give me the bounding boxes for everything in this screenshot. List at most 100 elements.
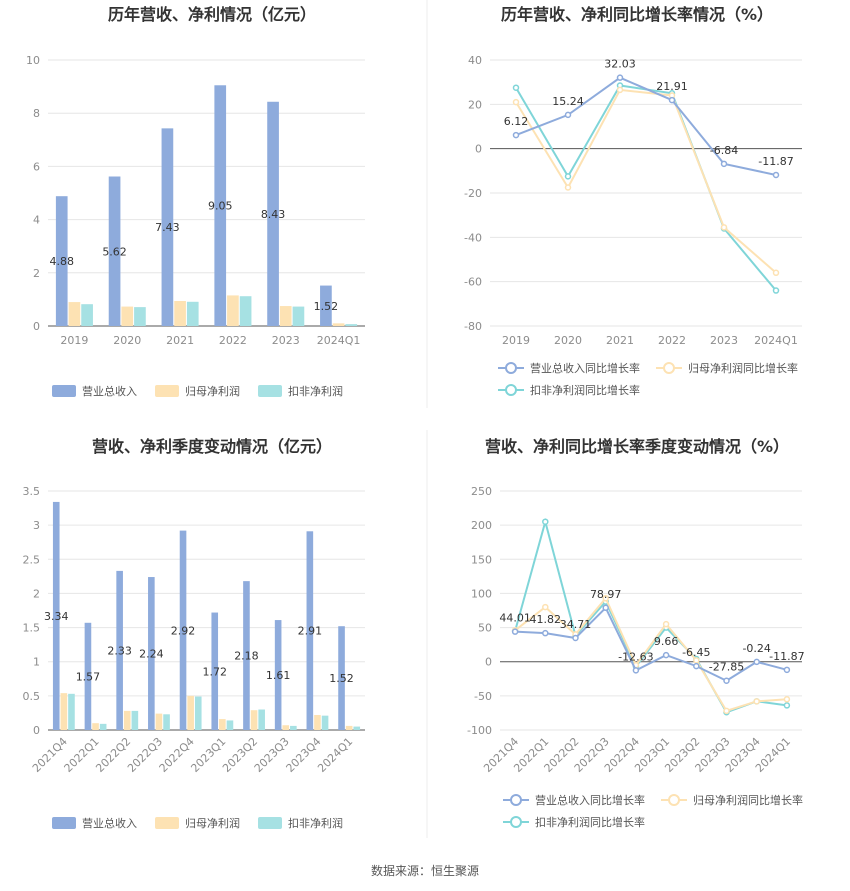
bar-data-label: 4.88 — [49, 255, 74, 268]
series-point — [542, 518, 549, 525]
series-line — [515, 84, 777, 292]
bar — [155, 713, 163, 730]
x-tick-label: 2020 — [113, 334, 141, 347]
quarterly-growth-rate-chart: 营收、净利同比增长率季度变动情况（%） -100 -50 0 50 100 150 200 25… — [467, 437, 805, 829]
series-point — [662, 620, 670, 628]
y-tick-label: 250 — [471, 485, 492, 498]
y-tick-label: 6 — [33, 160, 40, 173]
x-tick-label: 2020 — [554, 334, 582, 347]
y-tick-label: 2 — [33, 267, 40, 280]
bar-data-label: 2.24 — [139, 648, 164, 661]
series-point — [668, 96, 676, 104]
bar — [353, 726, 361, 730]
bar — [292, 306, 305, 326]
bar — [60, 693, 68, 730]
series-point — [720, 224, 728, 231]
bar — [84, 622, 92, 730]
legend-label: 归母净利润同比增长率 — [693, 793, 803, 807]
series-point — [783, 666, 791, 674]
line-data-label: 9.66 — [654, 635, 679, 648]
legend-label: 归母净利润 — [185, 816, 240, 830]
data-source-note: 数据来源：恒生聚源 — [371, 863, 479, 878]
legend-item: 营业总收入 — [52, 384, 137, 398]
legend-marker — [510, 794, 522, 806]
bar — [55, 196, 68, 326]
y-tick-label: 0 — [33, 320, 40, 333]
legend: 营业总收入 归母净利润 扣非净利润 — [52, 384, 343, 398]
bar — [227, 295, 239, 326]
line-data-label: 6.12 — [504, 115, 529, 128]
bar-data-label: 2.18 — [234, 650, 259, 663]
x-tick-label: 2019 — [502, 334, 530, 347]
series-point — [564, 184, 572, 191]
y-tick-label: 50 — [478, 622, 492, 635]
bar — [68, 302, 81, 326]
bar — [52, 501, 60, 730]
series-point — [602, 594, 609, 602]
bar — [92, 723, 99, 730]
x-tick-label: 2022 — [219, 334, 247, 347]
y-tick-label: -20 — [464, 187, 482, 200]
y-tick-label: 1.5 — [23, 622, 41, 635]
legend-marker — [505, 362, 517, 374]
legend-label: 营业总收入 — [82, 384, 137, 398]
bar — [186, 301, 199, 326]
line-data-label: -11.87 — [758, 155, 793, 168]
series-line — [515, 606, 788, 682]
series-point — [512, 98, 520, 106]
legend-swatch — [258, 385, 282, 397]
y-tick-label: -50 — [474, 690, 492, 703]
legend-item: 归母净利润同比增长率 — [661, 793, 803, 807]
bar — [194, 696, 202, 730]
bar — [81, 304, 93, 326]
bar — [306, 531, 314, 730]
bar — [321, 715, 329, 730]
y-tick-label: 2 — [33, 587, 40, 600]
line-data-label: -0.24 — [742, 642, 770, 655]
x-tick-label: 2021 — [606, 334, 634, 347]
series-point — [720, 160, 728, 168]
bar — [226, 720, 234, 730]
bar — [243, 581, 250, 730]
bar — [214, 85, 227, 327]
y-tick-label: 0 — [485, 656, 492, 669]
bar — [179, 530, 187, 730]
line-data-label: -6.45 — [682, 646, 710, 659]
series-point — [564, 173, 572, 180]
bar — [68, 693, 75, 730]
series-point — [772, 171, 780, 179]
bar — [121, 306, 134, 326]
legend-item: 扣非净利润 — [258, 384, 343, 398]
series-point — [723, 707, 730, 715]
bar — [345, 324, 358, 326]
series-line — [514, 596, 787, 713]
legend-label: 扣非净利润同比增长率 — [535, 815, 645, 829]
legend-item: 扣非净利润同比增长率 — [503, 815, 645, 829]
chart-title: 营收、净利同比增长率季度变动情况（%） — [485, 437, 789, 456]
legend-item: 归母净利润 — [155, 384, 240, 398]
bar — [99, 723, 107, 730]
bar — [239, 296, 252, 326]
bar — [282, 725, 290, 730]
x-tick-label: 2024Q1 — [754, 334, 798, 347]
annual-revenue-profit-chart: 历年营收、净利情况（亿元） 0 2 4 6 8 10 2019 2020 2021 2022 2023… — [26, 5, 365, 398]
y-tick-label: -60 — [464, 276, 482, 289]
bar-data-label: 1.52 — [329, 672, 354, 685]
legend-item: 营业总收入同比增长率 — [503, 793, 645, 807]
x-tick-label: 2019 — [60, 334, 88, 347]
series-point — [783, 696, 791, 703]
y-tick-label: 40 — [468, 54, 482, 67]
legend-label: 扣非净利润 — [288, 384, 343, 398]
y-tick-label: -40 — [464, 231, 482, 244]
series-point — [616, 74, 624, 81]
bar-data-label: 1.57 — [76, 670, 101, 683]
bar-data-label: 1.61 — [266, 669, 291, 682]
series-point — [662, 651, 670, 659]
quarterly-revenue-profit-chart: 营收、净利季度变动情况（亿元）00.511.522.533.52021Q4202… — [23, 437, 365, 830]
series-point — [772, 287, 780, 294]
legend: 营业总收入 归母净利润 扣非净利润 — [52, 816, 343, 830]
legend-label: 营业总收入同比增长率 — [535, 793, 645, 807]
line-data-label: 44.01 — [499, 612, 531, 625]
